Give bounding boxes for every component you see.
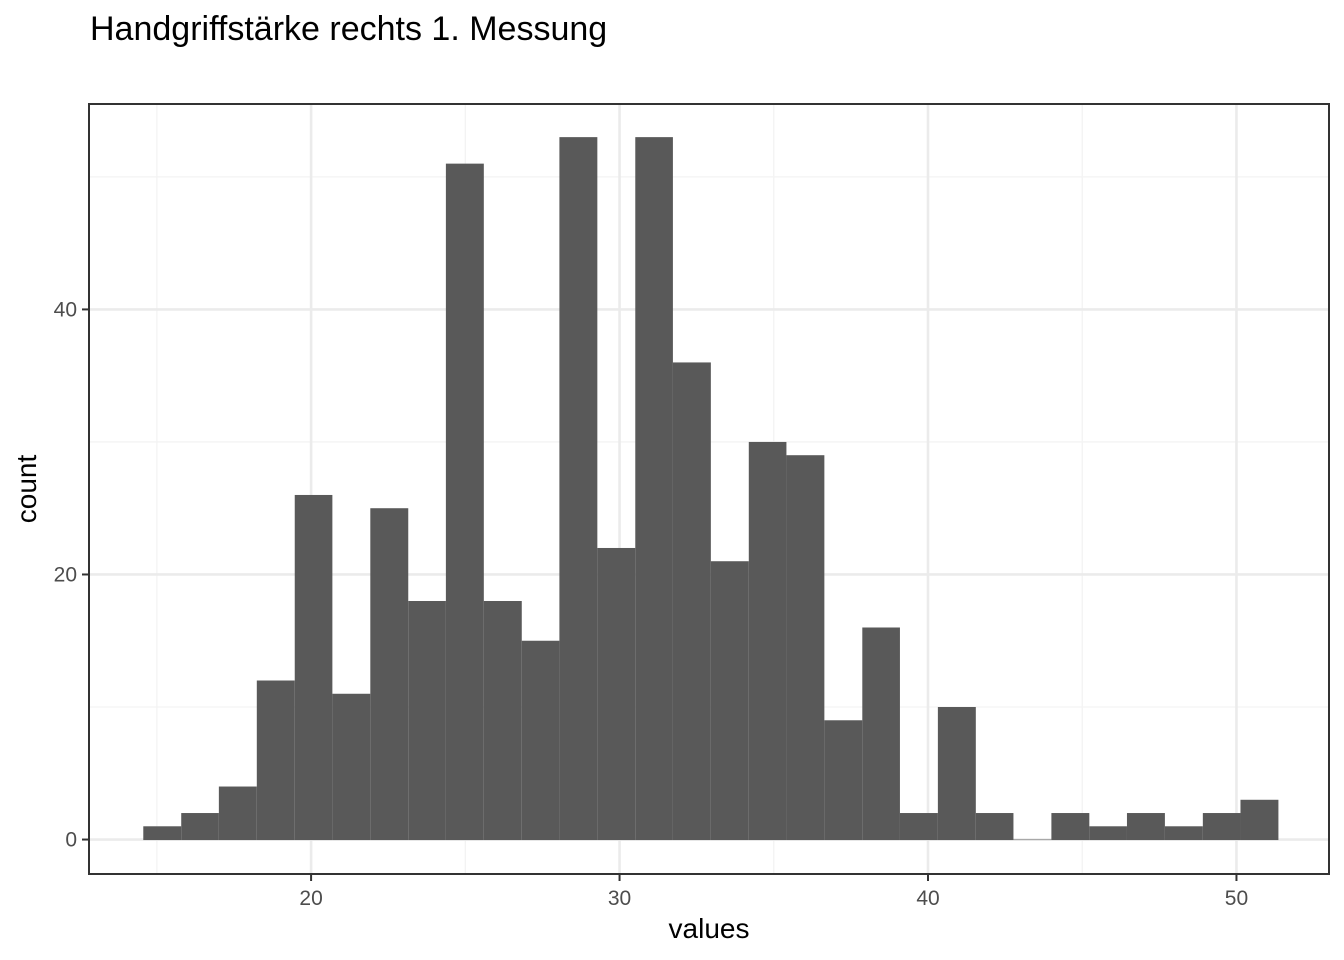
y-tick-label: 20 bbox=[54, 563, 77, 586]
panel-border bbox=[88, 103, 1330, 875]
x-tick-label: 40 bbox=[916, 887, 939, 910]
histogram-bar bbox=[786, 455, 825, 841]
histogram-bar bbox=[1051, 813, 1090, 841]
x-axis-title: values bbox=[669, 913, 750, 944]
histogram-bars bbox=[143, 137, 1279, 841]
histogram-bar bbox=[445, 163, 484, 841]
histogram-bar bbox=[1202, 813, 1241, 841]
histogram-bar bbox=[710, 561, 749, 841]
histogram-bar bbox=[294, 494, 333, 841]
y-tick-label: 40 bbox=[54, 298, 77, 321]
histogram-bar bbox=[1089, 826, 1127, 841]
histogram-bar bbox=[181, 813, 219, 841]
histogram-bar bbox=[143, 826, 182, 841]
x-tick-label: 50 bbox=[1225, 887, 1248, 910]
histogram-bar bbox=[937, 707, 976, 841]
x-tick-label: 20 bbox=[299, 887, 322, 910]
y-axis: 0 20 40 bbox=[54, 298, 89, 852]
histogram-bar bbox=[1013, 839, 1052, 841]
y-tick-label: 0 bbox=[65, 829, 77, 852]
histogram-bar bbox=[975, 813, 1014, 841]
histogram-bar bbox=[1164, 826, 1203, 841]
histogram-bar bbox=[218, 786, 257, 841]
histogram-bar bbox=[332, 693, 371, 841]
histogram-bar bbox=[748, 441, 787, 841]
histogram-bar bbox=[559, 137, 598, 841]
histogram-bar bbox=[635, 137, 673, 841]
histogram-bar bbox=[256, 680, 295, 841]
x-axis: 20 30 40 50 bbox=[299, 874, 1248, 910]
histogram-bar bbox=[408, 600, 446, 841]
histogram-bar bbox=[483, 600, 522, 841]
histogram-bar bbox=[672, 362, 711, 841]
chart-title: Handgriffstärke rechts 1. Messung bbox=[90, 10, 607, 48]
histogram-bar bbox=[862, 627, 900, 841]
histogram-bar bbox=[1240, 799, 1279, 841]
histogram-bar bbox=[597, 547, 636, 841]
histogram-bar bbox=[521, 640, 560, 841]
histogram-bar bbox=[370, 508, 409, 841]
y-axis-title: count bbox=[11, 455, 42, 524]
histogram-bar bbox=[1126, 813, 1165, 841]
histogram-bar bbox=[899, 813, 938, 841]
histogram-bar bbox=[824, 720, 863, 841]
x-tick-label: 30 bbox=[608, 887, 631, 910]
